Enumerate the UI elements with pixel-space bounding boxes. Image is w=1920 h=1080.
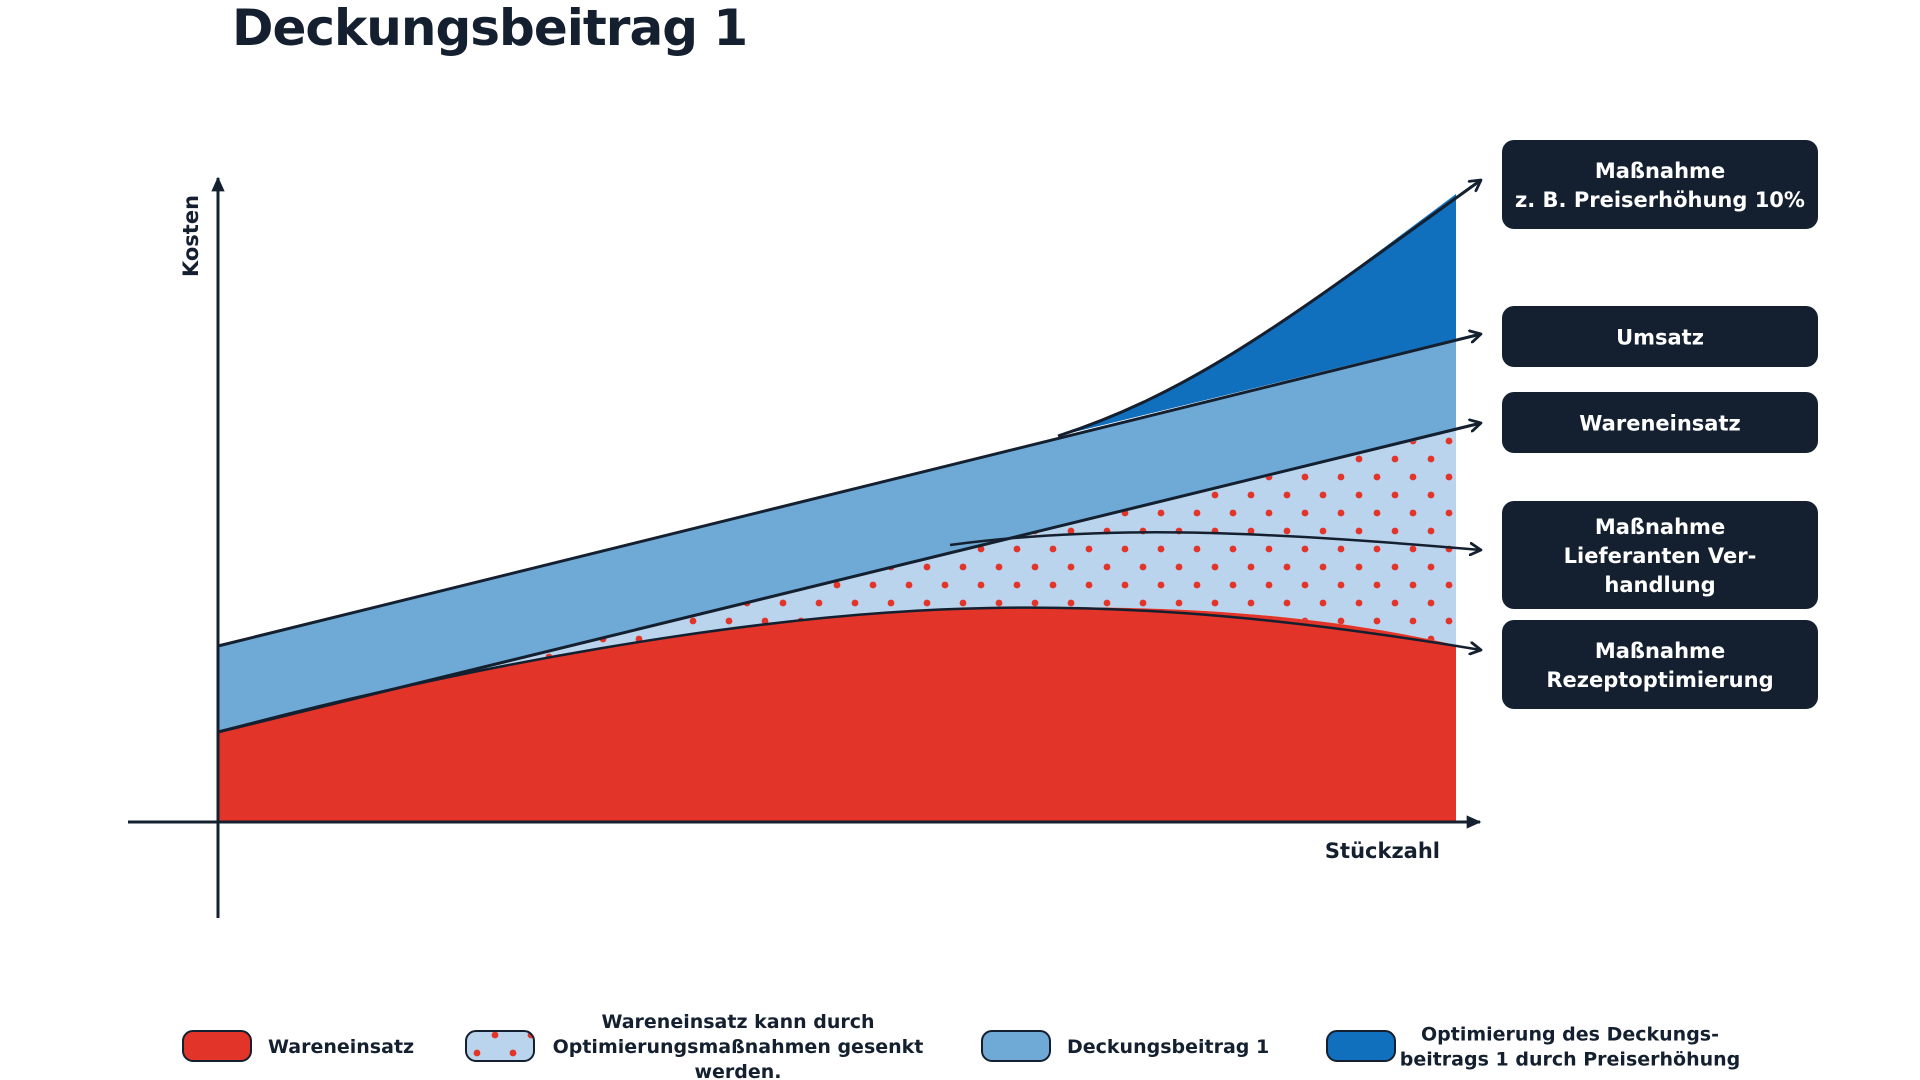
y-axis-label: Kosten <box>179 195 203 277</box>
box-umsatz-bg <box>1502 306 1818 367</box>
box-lieferanten-line: Maßnahme <box>1595 515 1725 539</box>
box-lieferanten-line: handlung <box>1604 573 1715 597</box>
box-umsatz: Umsatz <box>1502 306 1818 367</box>
legend-label: Optimierung des Deckungs- <box>1421 1024 1719 1046</box>
box-umsatz-line: Umsatz <box>1616 326 1704 350</box>
area-preiserhoehung <box>1058 194 1456 436</box>
box-lieferanten: Maßnahme Lieferanten Ver-handlung <box>1502 501 1818 609</box>
box-lieferanten-line: Lieferanten Ver- <box>1564 544 1757 568</box>
legend-label: Wareneinsatz kann durch <box>601 1011 874 1033</box>
page-title: Deckungsbeitrag 1 <box>232 0 747 57</box>
legend-swatch-lightblue <box>981 1030 1051 1062</box>
legend-label: beitrags 1 durch Preiserhöhung <box>1400 1049 1741 1071</box>
box-preiserhoehung: Maßnahme z. B. Preiserhöhung 10% <box>1502 140 1818 229</box>
x-axis-label: Stückzahl <box>1325 839 1440 863</box>
line-preiserhoehung <box>1057 180 1481 438</box>
legend-label: Optimierungsmaßnahmen gesenkt <box>553 1036 924 1058</box>
legend-swatch-dotted <box>465 1030 535 1062</box>
area-wareneinsatz <box>218 607 1456 822</box>
box-wareneinsatz: Wareneinsatz <box>1502 392 1818 453</box>
box-rezeptoptimierung-bg <box>1502 620 1818 709</box>
legend-item-optimierbar: Wareneinsatz kann durch Optimierungsmaßna… <box>465 1011 924 1080</box>
legend-label: Deckungsbeitrag 1 <box>1067 1036 1269 1058</box>
chart-lines <box>217 180 1481 734</box>
line-lieferanten <box>949 531 1481 550</box>
legend-swatch-darkblue <box>1326 1030 1396 1062</box>
box-preiserhoehung-bg <box>1502 140 1818 229</box>
box-wareneinsatz-line: Wareneinsatz <box>1579 412 1740 436</box>
box-wareneinsatz-bg <box>1502 392 1818 453</box>
line-rezept <box>217 606 1481 734</box>
axes: Kosten Stückzahl <box>128 176 1482 918</box>
area-deckungsbeitrag <box>218 339 1456 732</box>
line-umsatz <box>217 334 1481 648</box>
legend-label: werden. <box>694 1061 781 1080</box>
legend-item-preiserhoehung: Optimierung des Deckungs-beitrags 1 durc… <box>1326 1024 1741 1071</box>
box-preiserhoehung-line: Maßnahme <box>1595 159 1725 183</box>
box-rezeptoptimierung-line: Rezeptoptimierung <box>1546 668 1773 692</box>
label-boxes: Maßnahme z. B. Preiserhöhung 10% Umsatz War… <box>1502 140 1818 709</box>
legend-item-deckungsbeitrag: Deckungsbeitrag 1 <box>981 1030 1269 1062</box>
legend-swatch-red <box>182 1030 252 1062</box>
box-preiserhoehung-line: z. B. Preiserhöhung 10% <box>1515 188 1805 212</box>
legend-item-wareneinsatz: Wareneinsatz <box>182 1030 414 1062</box>
box-rezeptoptimierung-line: Maßnahme <box>1595 639 1725 663</box>
box-lieferanten-bg <box>1502 501 1818 609</box>
box-rezeptoptimierung: Maßnahme Rezeptoptimierung <box>1502 620 1818 709</box>
legend-label: Wareneinsatz <box>268 1036 414 1058</box>
legend: Wareneinsatz Wareneinsatz kann durch Optim… <box>182 1011 1741 1080</box>
chart-areas <box>218 194 1456 822</box>
